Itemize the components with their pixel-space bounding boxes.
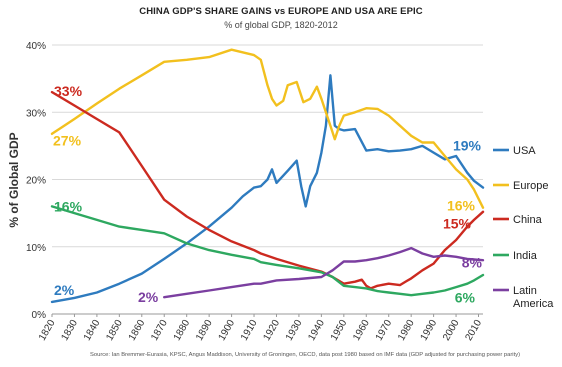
chart-title: CHINA GDP'S SHARE GAINS vs EUROPE AND US… xyxy=(139,6,423,17)
x-tick-label: 1990 xyxy=(419,318,440,343)
x-tick-label: 2010 xyxy=(463,318,484,343)
x-tick-label: 1840 xyxy=(82,318,103,343)
x-tick-label: 1920 xyxy=(261,318,282,343)
end-label-latin-america: 8% xyxy=(462,255,483,271)
x-tick-label: 1860 xyxy=(127,318,148,343)
chart-subtitle: % of global GDP, 1820-2012 xyxy=(224,20,338,30)
x-tick-label: 1870 xyxy=(149,318,170,343)
series-line-india xyxy=(50,205,485,297)
x-tick-label: 1940 xyxy=(306,318,327,343)
series-line-europe xyxy=(50,48,485,209)
x-tick-label: 1880 xyxy=(172,318,193,343)
y-tick-label: 0% xyxy=(32,310,47,321)
end-label-europe: 16% xyxy=(447,197,476,213)
x-tick-label: 1820 xyxy=(37,318,58,343)
x-tick-label: 2000 xyxy=(441,318,462,343)
end-label-usa: 19% xyxy=(453,138,482,154)
y-tick-label: 10% xyxy=(26,243,46,254)
series-line-china xyxy=(50,90,485,290)
source-note: Source: Ian Bremmer-Eurasia, KPSC, Angus… xyxy=(90,352,521,358)
y-axis-label: % of Global GDP xyxy=(7,132,21,227)
start-label-latin-america: 2% xyxy=(138,289,159,305)
start-label-usa: 2% xyxy=(54,282,75,298)
start-label-china: 33% xyxy=(54,83,83,99)
legend-label-china: China xyxy=(513,214,543,226)
x-tick-label: 1830 xyxy=(59,318,80,343)
series-line-latin-america xyxy=(163,246,485,299)
y-tick-label: 30% xyxy=(26,108,46,119)
x-tick-label: 1970 xyxy=(374,318,395,343)
y-tick-label: 20% xyxy=(26,176,46,187)
legend-label-latin-america: Latin xyxy=(513,285,537,297)
end-label-china: 15% xyxy=(443,216,472,232)
x-tick-label: 1930 xyxy=(284,318,305,343)
legend-label-usa: USA xyxy=(513,145,536,157)
x-tick-label: 1850 xyxy=(104,318,125,343)
series-lines xyxy=(50,48,485,304)
x-tick-label: 1960 xyxy=(351,318,372,343)
x-tick-label: 1890 xyxy=(194,318,215,343)
x-tick-label: 1980 xyxy=(396,318,417,343)
legend-label-latin-america-2: America xyxy=(513,298,554,310)
series-line-usa xyxy=(50,74,485,304)
x-tick-label: 1950 xyxy=(329,318,350,343)
legend-label-india: India xyxy=(513,250,538,262)
y-tick-label: 40% xyxy=(26,41,46,52)
legend-label-europe: Europe xyxy=(513,180,548,192)
data-labels: 2% 19% 27% 16% 33% 15% 16% 6% 2% 8% xyxy=(53,83,483,305)
x-tick-label: 1900 xyxy=(217,318,238,343)
x-tick-label: 1910 xyxy=(239,318,260,343)
start-label-europe: 27% xyxy=(53,132,82,148)
axes: 0%10%20%30%40%1820 1830 1840 1850 1860 1870 18… xyxy=(26,41,484,343)
end-label-india: 6% xyxy=(455,290,476,306)
start-label-india: 16% xyxy=(54,198,83,214)
